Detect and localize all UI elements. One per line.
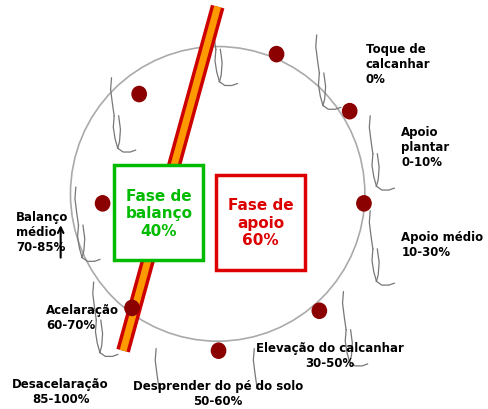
Text: Apoio médio
10-30%: Apoio médio 10-30% [402,231,484,258]
Circle shape [96,196,110,211]
Circle shape [343,104,357,119]
Circle shape [312,303,326,319]
Text: Balanço
médio
70-85%: Balanço médio 70-85% [16,211,68,254]
Text: Desprender do pé do solo
50-60%: Desprender do pé do solo 50-60% [133,379,303,407]
Text: Elevação do calcanhar
30-50%: Elevação do calcanhar 30-50% [256,342,404,369]
Circle shape [269,47,284,63]
FancyBboxPatch shape [114,166,203,261]
Text: Fase de
apoio
60%: Fase de apoio 60% [228,198,293,248]
Circle shape [211,343,225,358]
Text: Fase de
balanço
40%: Fase de balanço 40% [125,189,192,238]
Circle shape [125,301,139,316]
FancyBboxPatch shape [216,175,305,270]
Circle shape [132,87,146,102]
Text: Toque de
calcanhar
0%: Toque de calcanhar 0% [366,43,430,85]
Text: Apoio
plantar
0-10%: Apoio plantar 0-10% [402,126,449,169]
Circle shape [357,196,371,211]
Text: Desacelaração
85-100%: Desacelaração 85-100% [12,378,109,405]
Text: Acelaração
60-70%: Acelaração 60-70% [46,303,120,331]
